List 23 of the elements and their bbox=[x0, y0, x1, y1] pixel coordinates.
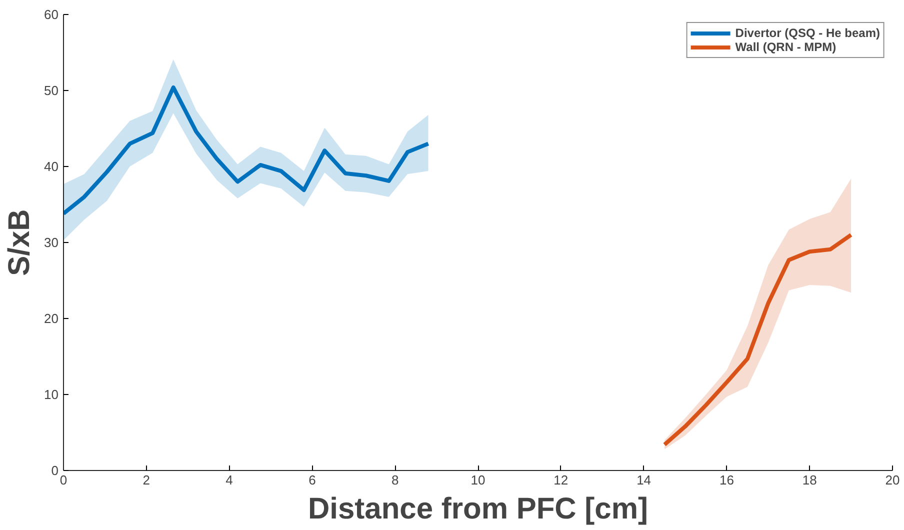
x-tick-label: 8 bbox=[391, 472, 399, 488]
y-tick-label: 10 bbox=[44, 387, 59, 402]
line-series bbox=[662, 232, 854, 447]
x-tick-label: 16 bbox=[719, 472, 734, 488]
x-tick-label: 2 bbox=[142, 472, 150, 488]
y-axis-title: S/xB bbox=[3, 209, 36, 276]
y-tick-label: 40 bbox=[44, 159, 59, 174]
line-series bbox=[64, 85, 430, 216]
x-tick-label: 6 bbox=[308, 472, 316, 488]
legend-label: Divertor (QSQ - He beam) bbox=[735, 26, 880, 40]
x-tick-label: 18 bbox=[802, 472, 817, 488]
y-tick-label: 30 bbox=[44, 235, 59, 250]
y-tick-label: 20 bbox=[44, 311, 59, 326]
y-tick-label: 50 bbox=[44, 83, 59, 98]
y-tick-label: 0 bbox=[51, 463, 59, 478]
x-tick-label: 4 bbox=[226, 472, 233, 488]
y-tick-label: 60 bbox=[44, 7, 59, 22]
x-tick-label: 12 bbox=[554, 472, 568, 488]
x-tick-label: 20 bbox=[885, 472, 900, 488]
x-tick-label: 10 bbox=[470, 472, 486, 488]
x-tick-label: 14 bbox=[636, 472, 652, 488]
x-axis-title: Distance from PFC [cm] bbox=[308, 492, 648, 526]
legend-label: Wall (QRN - MPM) bbox=[735, 40, 836, 54]
